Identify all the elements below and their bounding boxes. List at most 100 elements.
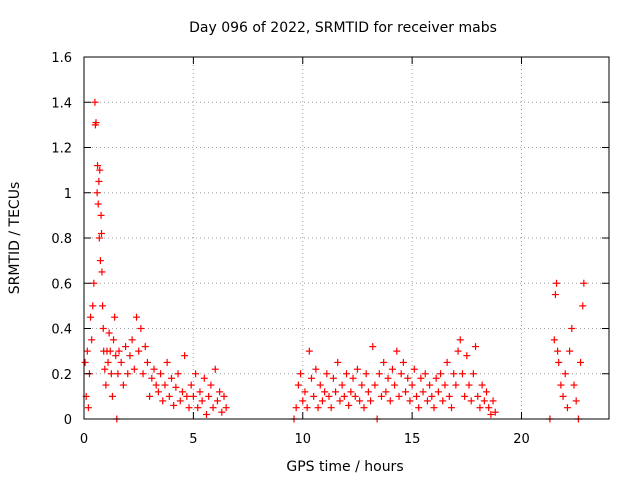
- data-point: [367, 397, 375, 405]
- data-point: [133, 313, 140, 321]
- data-point: [187, 381, 195, 389]
- data-point: [122, 343, 130, 351]
- data-point: [93, 189, 101, 197]
- data-point: [108, 392, 116, 400]
- data-point: [448, 404, 455, 412]
- data-point: [386, 397, 394, 405]
- data-point: [325, 392, 333, 400]
- data-point: [329, 374, 337, 382]
- data-point: [554, 347, 562, 355]
- data-point: [163, 358, 171, 366]
- chart-title: Day 096 of 2022, SRMTID for receiver mab…: [189, 20, 497, 36]
- data-point: [415, 404, 423, 412]
- data-point: [106, 347, 114, 355]
- data-point: [349, 374, 357, 382]
- data-point: [413, 392, 420, 400]
- data-point: [88, 336, 96, 344]
- plot-frame: [83, 56, 610, 420]
- data-point: [559, 392, 567, 400]
- data-point: [200, 374, 208, 382]
- y-tick-label: 0: [64, 413, 72, 428]
- data-point: [395, 392, 403, 400]
- data-point: [351, 392, 359, 400]
- data-point: [408, 381, 416, 389]
- y-tick-label: 0.6: [51, 277, 72, 292]
- data-point: [382, 388, 390, 396]
- data-point: [469, 370, 477, 378]
- data-point: [568, 325, 576, 332]
- data-point: [356, 397, 364, 405]
- data-point: [95, 177, 103, 185]
- data-point: [378, 392, 385, 400]
- data-point: [128, 336, 136, 344]
- data-point: [314, 404, 322, 412]
- data-point: [371, 381, 379, 389]
- data-point: [550, 336, 558, 344]
- data-points: [81, 98, 588, 423]
- data-point: [174, 370, 182, 378]
- data-point: [101, 365, 109, 373]
- data-point: [334, 358, 342, 366]
- data-point: [340, 392, 348, 400]
- data-point: [410, 365, 418, 373]
- data-point: [441, 381, 449, 389]
- y-tick-label: 0.4: [51, 323, 72, 338]
- data-point: [391, 381, 399, 389]
- data-point: [316, 381, 324, 389]
- data-point: [148, 374, 156, 382]
- data-point: [450, 370, 458, 378]
- data-point: [332, 388, 340, 396]
- x-tick-label: 0: [80, 432, 88, 447]
- data-point: [303, 404, 311, 412]
- data-point: [137, 325, 145, 332]
- data-point: [87, 313, 95, 321]
- x-axis-label: GPS time / hours: [286, 459, 403, 475]
- data-point: [358, 381, 366, 389]
- data-point: [483, 388, 490, 396]
- data-point: [146, 392, 154, 400]
- data-point: [321, 388, 329, 396]
- data-point: [181, 352, 189, 360]
- data-point: [89, 302, 97, 310]
- data-point: [465, 381, 473, 389]
- data-point: [421, 370, 429, 378]
- data-point: [117, 358, 125, 366]
- data-point: [222, 404, 230, 412]
- data-point: [154, 388, 162, 396]
- data-point: [375, 370, 383, 378]
- data-point: [96, 166, 104, 174]
- y-tick-label: 1.6: [51, 51, 72, 66]
- data-point: [566, 347, 574, 355]
- data-point: [445, 392, 453, 400]
- data-point: [318, 397, 326, 405]
- data-point: [336, 397, 344, 405]
- data-point: [104, 358, 112, 366]
- data-point: [81, 358, 89, 366]
- data-point: [115, 347, 123, 355]
- data-point: [458, 370, 466, 378]
- data-point: [343, 370, 350, 378]
- data-point: [561, 370, 569, 378]
- data-point: [98, 268, 106, 276]
- data-point: [555, 358, 563, 366]
- data-point: [141, 343, 149, 351]
- data-point: [124, 370, 132, 378]
- x-tick-label: 20: [513, 432, 530, 447]
- data-point: [209, 404, 217, 412]
- data-point: [107, 370, 115, 378]
- data-point: [437, 370, 445, 378]
- y-tick-label: 0.2: [51, 368, 72, 383]
- data-point: [579, 302, 587, 310]
- grid: [84, 57, 609, 419]
- data-point: [345, 401, 353, 409]
- data-point: [310, 392, 318, 400]
- data-point: [205, 392, 213, 400]
- data-point: [443, 358, 451, 366]
- data-point: [192, 370, 200, 378]
- data-point: [301, 388, 309, 396]
- data-point: [467, 397, 475, 405]
- data-point: [292, 404, 300, 412]
- data-point: [198, 397, 206, 405]
- data-point: [476, 404, 484, 412]
